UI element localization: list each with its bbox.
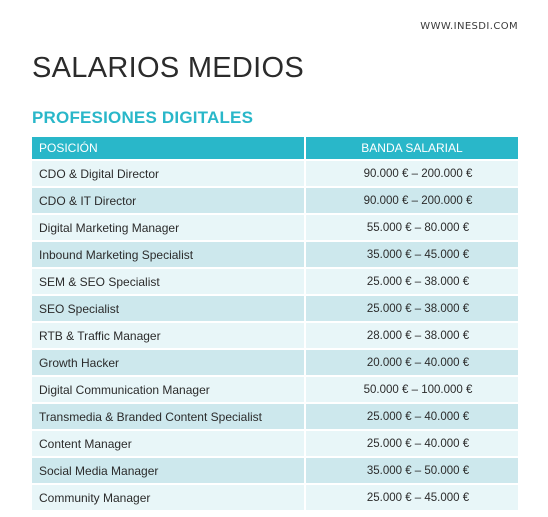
page-title: SALARIOS MEDIOS xyxy=(32,52,305,84)
position-cell: Inbound Marketing Specialist xyxy=(32,240,306,267)
table-row: Digital Marketing Manager 55.000 € – 80.… xyxy=(32,213,518,240)
salary-band-cell: 20.000 € – 40.000 € xyxy=(306,348,518,375)
table-header-row: POSICIÓN BANDA SALARIAL xyxy=(32,137,518,159)
table-row: SEM & SEO Specialist 25.000 € – 38.000 € xyxy=(32,267,518,294)
salary-band-cell: 90.000 € – 200.000 € xyxy=(306,186,518,213)
column-header-position: POSICIÓN xyxy=(32,137,306,159)
position-cell: CDO & IT Director xyxy=(32,186,306,213)
table-body: CDO & Digital Director 90.000 € – 200.00… xyxy=(32,159,518,510)
table-row: Community Manager 25.000 € – 45.000 € xyxy=(32,483,518,510)
position-cell: CDO & Digital Director xyxy=(32,159,306,186)
salary-table: POSICIÓN BANDA SALARIAL CDO & Digital Di… xyxy=(32,137,518,510)
position-cell: Transmedia & Branded Content Specialist xyxy=(32,402,306,429)
table-row: SEO Specialist 25.000 € – 38.000 € xyxy=(32,294,518,321)
position-cell: Community Manager xyxy=(32,483,306,510)
table-row: Social Media Manager 35.000 € – 50.000 € xyxy=(32,456,518,483)
position-cell: Digital Communication Manager xyxy=(32,375,306,402)
position-cell: Social Media Manager xyxy=(32,456,306,483)
salary-band-cell: 25.000 € – 40.000 € xyxy=(306,429,518,456)
site-url: WWW.INESDI.COM xyxy=(420,21,518,32)
salary-band-cell: 25.000 € – 40.000 € xyxy=(306,402,518,429)
table-row: Content Manager 25.000 € – 40.000 € xyxy=(32,429,518,456)
table-row: Transmedia & Branded Content Specialist … xyxy=(32,402,518,429)
table-row: RTB & Traffic Manager 28.000 € – 38.000 … xyxy=(32,321,518,348)
table-row: CDO & IT Director 90.000 € – 200.000 € xyxy=(32,186,518,213)
table-row: CDO & Digital Director 90.000 € – 200.00… xyxy=(32,159,518,186)
table-row: Inbound Marketing Specialist 35.000 € – … xyxy=(32,240,518,267)
salary-band-cell: 25.000 € – 45.000 € xyxy=(306,483,518,510)
salary-band-cell: 90.000 € – 200.000 € xyxy=(306,159,518,186)
position-cell: Content Manager xyxy=(32,429,306,456)
salary-band-cell: 25.000 € – 38.000 € xyxy=(306,267,518,294)
position-cell: RTB & Traffic Manager xyxy=(32,321,306,348)
salary-band-cell: 28.000 € – 38.000 € xyxy=(306,321,518,348)
page-subtitle: PROFESIONES DIGITALES xyxy=(32,108,254,127)
salary-band-cell: 25.000 € – 38.000 € xyxy=(306,294,518,321)
table-row: Digital Communication Manager 50.000 € –… xyxy=(32,375,518,402)
position-cell: SEM & SEO Specialist xyxy=(32,267,306,294)
salary-band-cell: 55.000 € – 80.000 € xyxy=(306,213,518,240)
salary-band-cell: 50.000 € – 100.000 € xyxy=(306,375,518,402)
position-cell: Digital Marketing Manager xyxy=(32,213,306,240)
salary-band-cell: 35.000 € – 50.000 € xyxy=(306,456,518,483)
column-header-salary-band: BANDA SALARIAL xyxy=(306,137,518,159)
position-cell: Growth Hacker xyxy=(32,348,306,375)
salary-band-cell: 35.000 € – 45.000 € xyxy=(306,240,518,267)
position-cell: SEO Specialist xyxy=(32,294,306,321)
table-row: Growth Hacker 20.000 € – 40.000 € xyxy=(32,348,518,375)
